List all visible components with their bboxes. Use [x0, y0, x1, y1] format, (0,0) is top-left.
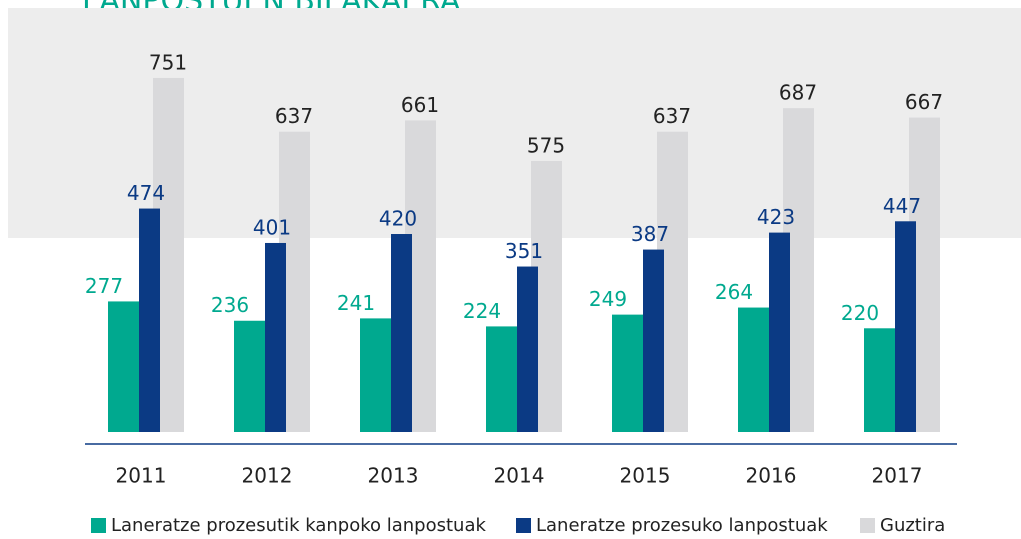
value-label: 264 — [715, 280, 753, 304]
x-tick-label: 2011 — [116, 464, 167, 488]
bar — [769, 232, 790, 432]
value-label: 687 — [779, 81, 817, 105]
bar — [265, 242, 286, 432]
bar — [612, 314, 643, 432]
value-label: 637 — [653, 104, 691, 128]
value-label: 224 — [463, 299, 501, 323]
legend-swatch — [91, 518, 106, 533]
value-label: 751 — [149, 50, 187, 74]
value-label: 220 — [841, 301, 879, 325]
x-tick-label: 2012 — [242, 464, 293, 488]
value-label: 667 — [905, 90, 943, 114]
value-label: 277 — [85, 274, 123, 298]
value-label: 661 — [401, 93, 439, 117]
value-label: 401 — [253, 215, 291, 239]
legend-label: Guztira — [880, 515, 945, 536]
bar — [108, 301, 139, 432]
value-label: 249 — [589, 287, 627, 311]
value-label: 474 — [127, 181, 165, 205]
bar — [139, 208, 160, 432]
value-label: 575 — [527, 133, 565, 157]
value-label: 241 — [337, 291, 375, 315]
value-label: 447 — [883, 194, 921, 218]
bar — [864, 328, 895, 432]
legend-label: Laneratze prozesutik kanpoko lanpostuak — [111, 515, 486, 536]
x-tick-label: 2016 — [746, 464, 797, 488]
legend-swatch — [516, 518, 531, 533]
bar — [895, 221, 916, 432]
bar — [643, 249, 664, 432]
bar — [391, 234, 412, 432]
value-label: 351 — [505, 239, 543, 263]
bar — [360, 318, 391, 432]
legend-label: Laneratze prozesuko lanpostuak — [536, 515, 828, 536]
value-label: 637 — [275, 104, 313, 128]
bar — [486, 326, 517, 432]
value-label: 423 — [757, 205, 795, 229]
x-tick-label: 2015 — [620, 464, 671, 488]
x-tick-label: 2017 — [872, 464, 923, 488]
x-tick-label: 2013 — [368, 464, 419, 488]
bar — [517, 266, 538, 432]
legend-swatch — [860, 518, 875, 533]
bar — [738, 307, 769, 432]
x-tick-label: 2014 — [494, 464, 545, 488]
bar — [234, 320, 265, 432]
value-label: 236 — [211, 293, 249, 317]
value-label: 387 — [631, 222, 669, 246]
value-label: 420 — [379, 207, 417, 231]
